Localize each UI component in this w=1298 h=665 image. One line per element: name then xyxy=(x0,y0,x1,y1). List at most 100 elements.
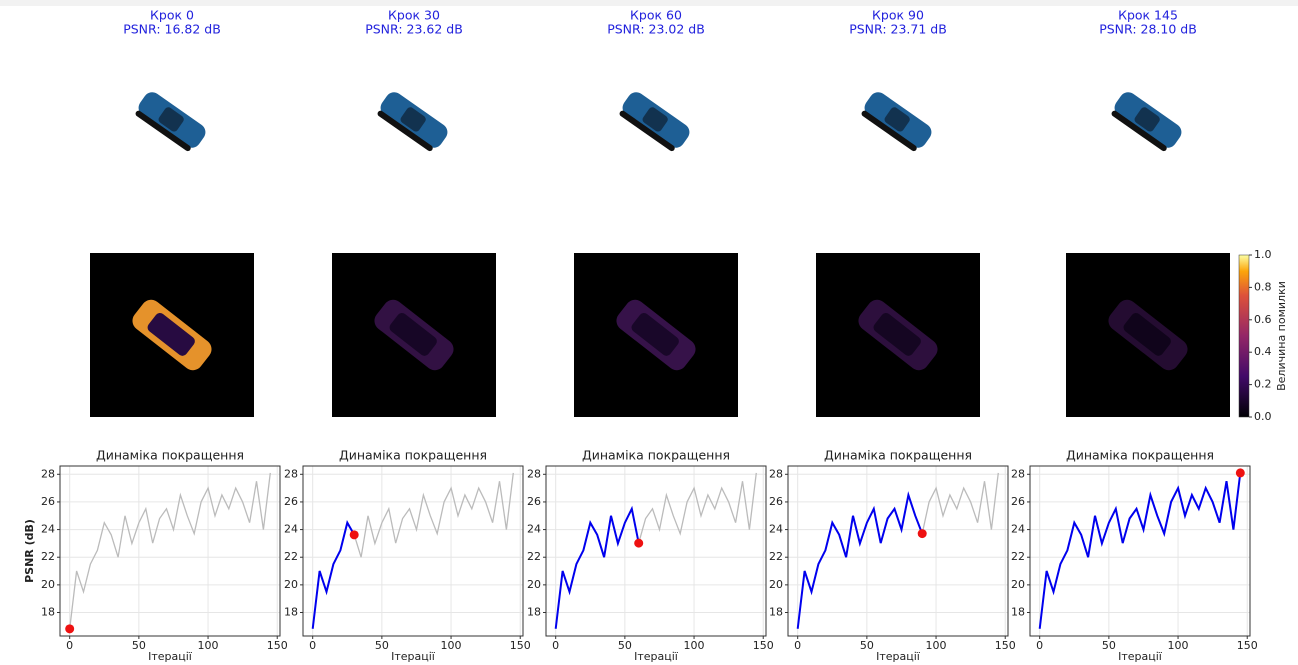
x-tick-label: 0 xyxy=(309,639,316,652)
series-line xyxy=(797,472,999,629)
current-step-marker xyxy=(1235,468,1245,478)
panel-subtitle: PSNR: 23.02 dB xyxy=(607,22,705,37)
error-inner xyxy=(389,312,437,356)
car-image xyxy=(861,92,932,152)
y-tick-label: 20 xyxy=(527,578,541,591)
x-axis-label: Ітерації xyxy=(148,650,193,663)
x-axis-label: Ітерації xyxy=(634,650,679,663)
y-axis-label: PSNR (dB) xyxy=(23,519,36,583)
chart-title: Динаміка покращення xyxy=(339,448,487,463)
y-tick-label: 22 xyxy=(41,550,55,563)
y-tick-label: 22 xyxy=(769,550,783,563)
car-shadow xyxy=(377,110,433,152)
y-tick-label: 18 xyxy=(1011,606,1025,619)
colorbar xyxy=(1238,254,1250,418)
colorbar-tick-label: 0.0 xyxy=(1254,410,1272,423)
car-shadow xyxy=(1111,110,1167,152)
y-tick-label: 22 xyxy=(284,550,298,563)
y-tick-label: 18 xyxy=(284,606,298,619)
y-tick-label: 22 xyxy=(1011,550,1025,563)
error-shape xyxy=(132,299,212,371)
colorbar-label: Величина помилки xyxy=(1275,281,1288,391)
x-axis-label: Ітерації xyxy=(1118,650,1163,663)
car-shadow xyxy=(861,110,917,152)
error-inner xyxy=(1123,312,1171,356)
colorbar-tick-label: 0.4 xyxy=(1254,345,1272,358)
x-tick-label: 150 xyxy=(510,639,531,652)
error-shape xyxy=(858,299,938,371)
chart-title: Динаміка покращення xyxy=(1066,448,1214,463)
panel-subtitle: PSNR: 28.10 dB xyxy=(1099,22,1197,37)
panel-subtitle: PSNR: 16.82 dB xyxy=(123,22,221,37)
error-inner xyxy=(631,312,679,356)
x-tick-label: 50 xyxy=(618,639,632,652)
y-tick-label: 18 xyxy=(41,606,55,619)
top-bar xyxy=(0,0,1298,6)
colorbar-tick-label: 1.0 xyxy=(1254,248,1272,261)
x-tick-label: 150 xyxy=(995,639,1016,652)
car-image xyxy=(1111,92,1182,152)
y-tick-label: 20 xyxy=(1011,578,1025,591)
error-inner xyxy=(147,312,195,356)
error-body xyxy=(1108,299,1188,371)
x-tick-label: 50 xyxy=(860,639,874,652)
chart-title: Динаміка покращення xyxy=(824,448,972,463)
x-tick-label: 100 xyxy=(198,639,219,652)
panel-subtitle: PSNR: 23.62 dB xyxy=(365,22,463,37)
y-tick-label: 28 xyxy=(284,467,298,480)
panel-heading: Крок 60 xyxy=(630,8,682,23)
panel-heading: Крок 0 xyxy=(150,8,194,23)
series-line xyxy=(555,472,757,629)
x-tick-label: 0 xyxy=(794,639,801,652)
panel-heading: Крок 30 xyxy=(388,8,440,23)
chart-title: Динаміка покращення xyxy=(96,448,244,463)
x-tick-label: 150 xyxy=(267,639,288,652)
series-line xyxy=(554,505,640,629)
car-image xyxy=(377,92,448,152)
current-step-marker xyxy=(349,530,359,540)
x-tick-label: 100 xyxy=(684,639,705,652)
car-window xyxy=(884,107,910,132)
car-window xyxy=(1134,107,1160,132)
y-tick-label: 18 xyxy=(769,606,783,619)
y-tick-label: 18 xyxy=(527,606,541,619)
plot-frame xyxy=(545,465,767,637)
y-tick-label: 26 xyxy=(284,495,298,508)
colorbar-tick-label: 0.2 xyxy=(1254,378,1272,391)
x-tick-label: 50 xyxy=(375,639,389,652)
error-shape xyxy=(1108,299,1188,371)
current-step-marker xyxy=(917,529,927,539)
error-inner xyxy=(873,312,921,356)
car-window xyxy=(400,107,426,132)
y-tick-label: 24 xyxy=(527,523,541,536)
x-tick-label: 0 xyxy=(66,639,73,652)
current-step-marker xyxy=(634,538,644,548)
error-shape xyxy=(616,299,696,371)
x-axis-label: Ітерації xyxy=(391,650,436,663)
x-tick-label: 50 xyxy=(1102,639,1116,652)
x-tick-label: 0 xyxy=(1036,639,1043,652)
car-image xyxy=(135,92,206,152)
y-tick-label: 26 xyxy=(1011,495,1025,508)
colorbar-tick-label: 0.8 xyxy=(1254,280,1272,293)
x-axis-label: Ітерації xyxy=(876,650,921,663)
chart-title: Динаміка покращення xyxy=(582,448,730,463)
error-map xyxy=(1066,253,1230,417)
x-tick-label: 50 xyxy=(132,639,146,652)
series-line xyxy=(1038,472,1242,629)
y-tick-label: 24 xyxy=(41,523,55,536)
y-tick-label: 20 xyxy=(284,578,298,591)
y-tick-label: 26 xyxy=(769,495,783,508)
y-tick-label: 22 xyxy=(527,550,541,563)
x-tick-label: 100 xyxy=(1168,639,1189,652)
car-image xyxy=(619,92,690,152)
car-shadow xyxy=(135,110,191,152)
panel-heading: Крок 90 xyxy=(872,8,924,23)
x-tick-label: 150 xyxy=(753,639,774,652)
y-tick-label: 24 xyxy=(284,523,298,536)
plot-frame xyxy=(302,465,524,637)
y-tick-label: 20 xyxy=(769,578,783,591)
y-tick-label: 26 xyxy=(41,495,55,508)
